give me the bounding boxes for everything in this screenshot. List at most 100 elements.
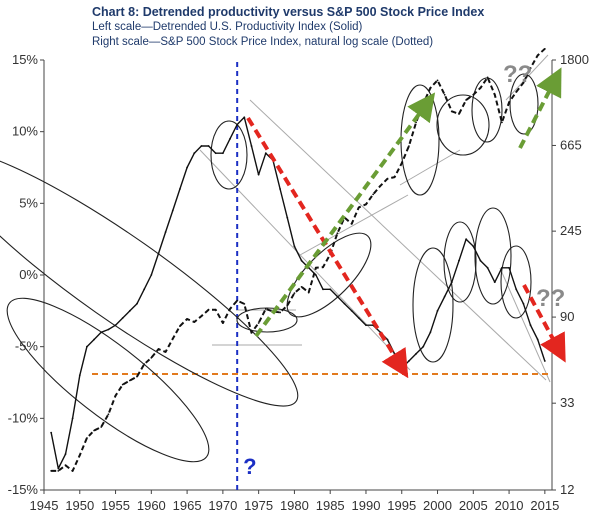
productivity-point bbox=[529, 324, 532, 327]
sp500-point bbox=[229, 308, 231, 310]
sp500-point bbox=[465, 99, 468, 101]
sp500-point bbox=[472, 93, 475, 96]
productivity-point bbox=[200, 145, 203, 147]
productivity-point bbox=[107, 328, 110, 331]
trend-line bbox=[499, 267, 551, 383]
productivity-point bbox=[193, 152, 196, 155]
trend-lines bbox=[92, 54, 551, 490]
productivity-point bbox=[472, 245, 475, 248]
sp500-point bbox=[436, 79, 439, 82]
productivity-point bbox=[150, 274, 153, 276]
sp500-point bbox=[136, 375, 138, 378]
productivity-point bbox=[243, 116, 246, 119]
productivity-point bbox=[293, 245, 296, 248]
sp500-point bbox=[193, 321, 196, 323]
sp500-point bbox=[429, 87, 432, 89]
sp500-point bbox=[372, 193, 375, 196]
highlight-ellipse bbox=[471, 77, 503, 143]
sp500-point bbox=[350, 222, 353, 225]
chart-header: Chart 8: Detrended productivity versus S… bbox=[92, 4, 592, 50]
productivity-point bbox=[522, 302, 525, 305]
sp500-point bbox=[293, 292, 296, 295]
x-tick-label: 1985 bbox=[316, 498, 345, 513]
trend-line bbox=[399, 149, 461, 186]
productivity-point bbox=[450, 281, 453, 284]
productivity-point bbox=[400, 367, 403, 370]
left-tick-label: 5% bbox=[19, 195, 38, 210]
left-tick-label: 0% bbox=[19, 267, 38, 282]
productivity-point bbox=[229, 137, 231, 140]
highlight-ellipse bbox=[6, 297, 210, 463]
sp500-point bbox=[286, 304, 289, 307]
productivity-point bbox=[343, 302, 346, 305]
sp500-point bbox=[408, 145, 410, 148]
sp500-point bbox=[221, 322, 224, 324]
productivity-point bbox=[486, 266, 489, 269]
sp500-point bbox=[279, 311, 282, 314]
productivity-point bbox=[314, 274, 317, 276]
sp500-point bbox=[86, 437, 88, 439]
sp500-point bbox=[78, 454, 81, 457]
highlight-ellipse bbox=[400, 84, 440, 196]
sp500-point bbox=[479, 87, 482, 89]
sp500-point bbox=[164, 350, 167, 353]
sp500-point bbox=[50, 469, 53, 472]
sp500-point bbox=[400, 162, 403, 165]
productivity-point bbox=[279, 188, 282, 190]
productivity-point bbox=[536, 338, 539, 341]
productivity-point bbox=[136, 302, 138, 305]
productivity-point bbox=[465, 238, 468, 241]
productivity-point bbox=[221, 152, 224, 155]
highlight-ellipse bbox=[500, 245, 532, 319]
x-tick-label: 2010 bbox=[495, 498, 524, 513]
productivity-point bbox=[350, 309, 353, 312]
annotations: ????? bbox=[243, 61, 565, 479]
x-tick-label: 1970 bbox=[208, 498, 237, 513]
sp500-point bbox=[207, 308, 210, 311]
productivity-point bbox=[57, 467, 60, 470]
right-tick-label: 245 bbox=[560, 223, 582, 238]
productivity-point bbox=[436, 309, 439, 312]
productivity-point bbox=[50, 431, 53, 434]
sp500-point bbox=[501, 121, 503, 124]
sp500-point bbox=[336, 232, 339, 235]
right-tick-label: 1800 bbox=[560, 52, 589, 67]
x-tick-label: 1955 bbox=[101, 498, 130, 513]
sp500-point bbox=[150, 356, 153, 359]
right-tick-label: 33 bbox=[560, 395, 574, 410]
highlight-ellipse bbox=[286, 232, 372, 318]
productivity-point bbox=[250, 145, 253, 147]
sp500-point bbox=[314, 266, 317, 269]
productivity-point bbox=[100, 331, 103, 334]
sp500-point bbox=[114, 394, 117, 397]
question-mark-annotation: ?? bbox=[503, 61, 532, 88]
green-up-arrow bbox=[518, 67, 562, 149]
productivity-point bbox=[386, 338, 389, 341]
productivity-point bbox=[543, 360, 546, 362]
productivity-point bbox=[429, 331, 432, 334]
plot-frame bbox=[43, 60, 553, 491]
right-tick-label: 90 bbox=[560, 309, 574, 324]
highlight-ellipse bbox=[236, 307, 298, 333]
left-scale-caption: Left scale—Detrended U.S. Productivity I… bbox=[92, 21, 363, 33]
productivity-point bbox=[365, 324, 367, 327]
sp500-point bbox=[357, 206, 360, 209]
x-tick-label: 1960 bbox=[137, 498, 166, 513]
sp500-point bbox=[186, 318, 188, 320]
productivity-point bbox=[408, 360, 410, 362]
sp500-point bbox=[486, 76, 489, 79]
productivity-point bbox=[236, 123, 239, 126]
productivity-point bbox=[78, 374, 81, 377]
productivity-point bbox=[186, 166, 188, 169]
productivity-point bbox=[86, 345, 88, 348]
productivity-point bbox=[508, 266, 510, 269]
trend-line bbox=[199, 149, 411, 371]
highlight-ellipse bbox=[436, 94, 490, 156]
sp500-point bbox=[443, 93, 446, 96]
sp500-point bbox=[450, 110, 453, 113]
x-tick-label: 1980 bbox=[280, 498, 309, 513]
right-scale-caption: Right scale—S&P 500 Stock Price Index, n… bbox=[92, 36, 434, 48]
sp500-point bbox=[128, 379, 131, 382]
productivity-point bbox=[214, 152, 217, 155]
sp500-point bbox=[322, 266, 324, 269]
